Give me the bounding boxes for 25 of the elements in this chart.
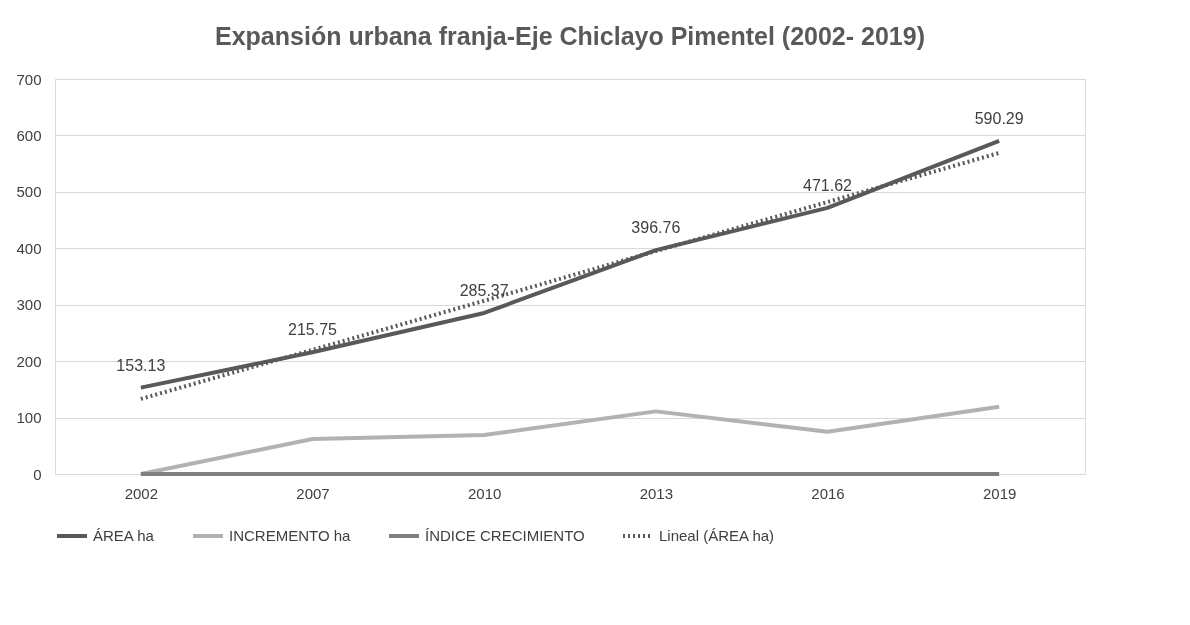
y-tick-label: 0 [33, 465, 42, 483]
y-tick-label: 600 [16, 126, 42, 144]
y-tick-label: 400 [16, 239, 42, 257]
y-tick-label: 700 [16, 70, 42, 88]
x-tick-label: 2019 [982, 484, 1017, 502]
data-label: 396.76 [631, 219, 681, 237]
y-tick-label: 300 [16, 296, 42, 314]
data-label: 285.37 [459, 281, 509, 299]
data-label: 471.62 [803, 176, 853, 194]
y-tick-label: 200 [16, 352, 42, 370]
x-tick-label: 2002 [124, 484, 159, 502]
data-label: 590.29 [974, 109, 1024, 127]
x-tick-label: 2007 [296, 484, 330, 502]
x-tick-label: 2013 [639, 484, 674, 502]
x-tick-label: 2010 [467, 484, 502, 502]
legend-label: ÍNDICE CRECIMIENTO [425, 527, 585, 544]
y-tick-label: 100 [16, 409, 42, 427]
legend-label: ÁREA ha [93, 527, 155, 544]
y-tick-label: 500 [16, 183, 42, 201]
data-label: 215.75 [288, 321, 338, 339]
data-label: 153.13 [116, 356, 166, 374]
legend-label: Lineal (ÁREA ha) [659, 527, 775, 544]
chart-title: Expansión urbana franja-Eje Chiclayo Pimentel (2002- 2019) [215, 22, 925, 50]
legend-label: INCREMENTO ha [229, 527, 352, 544]
x-tick-label: 2016 [811, 484, 845, 502]
